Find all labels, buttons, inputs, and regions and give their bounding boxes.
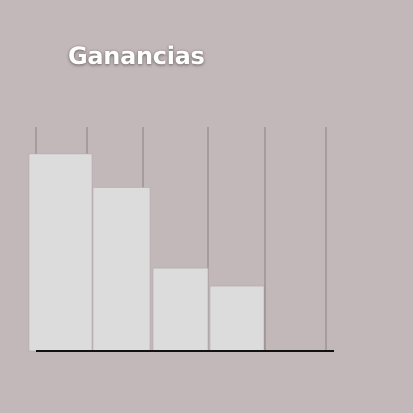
chart-title: Ganancias <box>68 42 205 70</box>
bar-4 <box>209 285 265 352</box>
bar-2 <box>92 187 151 352</box>
bars <box>28 153 265 352</box>
bar-3 <box>152 267 209 352</box>
bar-1 <box>28 153 93 352</box>
